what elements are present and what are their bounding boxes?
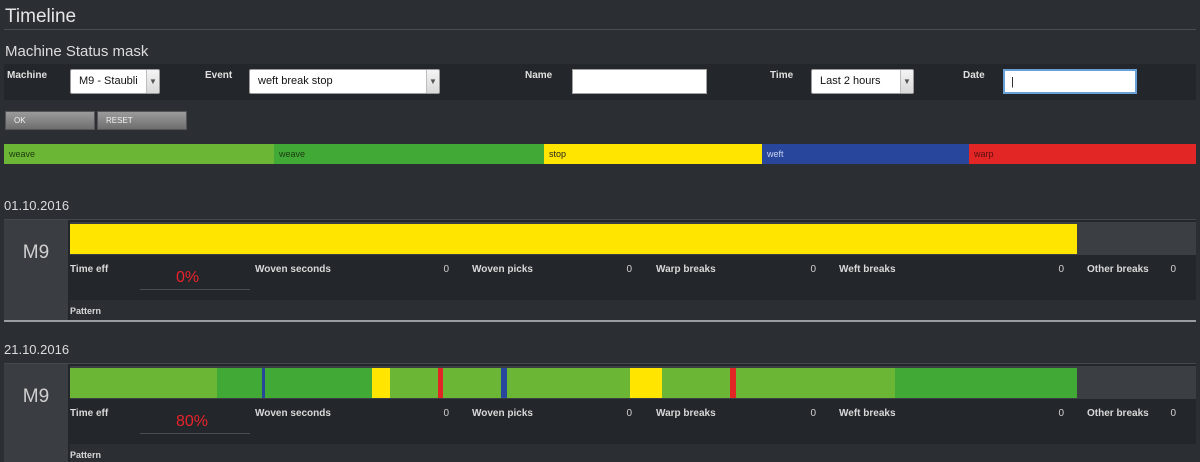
machine-day-block: M9 Time eff 80% Woven seconds 0 Woven pi… xyxy=(4,364,1196,462)
date-input[interactable] xyxy=(1003,69,1137,94)
timeline-segment-weave[interactable] xyxy=(70,368,218,398)
warp-breaks-label: Warp breaks xyxy=(656,408,716,419)
woven-seconds-label: Woven seconds xyxy=(255,408,331,419)
warp-breaks-value: 0 xyxy=(810,264,816,275)
warp-breaks-label: Warp breaks xyxy=(656,264,716,275)
woven-seconds-label: Woven seconds xyxy=(255,264,331,275)
status-legend: weave weave stop weft warp xyxy=(4,144,1196,164)
timeline-segment-weave2[interactable] xyxy=(894,368,1077,398)
woven-picks-value: 0 xyxy=(626,264,632,275)
machine-select[interactable]: M9 - Staubli ▼ xyxy=(70,69,160,94)
timeline-segment-weave[interactable] xyxy=(662,368,730,398)
legend-item-weave: weave xyxy=(274,144,544,164)
page-title: Timeline xyxy=(5,6,77,27)
date-divider xyxy=(4,363,1196,364)
other-breaks-label: Other breaks xyxy=(1087,264,1149,275)
title-divider xyxy=(4,29,1196,30)
timeline-segment-warp[interactable] xyxy=(729,368,736,398)
chevron-down-icon[interactable]: ▼ xyxy=(426,70,439,93)
time-label: Time xyxy=(770,70,794,81)
time-eff-label: Time eff xyxy=(70,264,109,275)
pattern-label: Pattern xyxy=(70,450,102,460)
timeline-segment-weave2[interactable] xyxy=(217,368,263,398)
woven-picks-label: Woven picks xyxy=(472,408,533,419)
date-label: Date xyxy=(963,70,985,81)
timeline-segment-weft[interactable] xyxy=(262,368,266,398)
machine-name: M9 xyxy=(4,220,68,320)
woven-picks-label: Woven picks xyxy=(472,264,533,275)
timeline-segment-stop[interactable] xyxy=(70,224,1077,254)
pattern-row xyxy=(70,444,1196,462)
weft-breaks-label: Weft breaks xyxy=(839,408,896,419)
time-eff-value: 80% xyxy=(176,413,209,430)
machine-name: M9 xyxy=(4,364,68,462)
date-divider xyxy=(4,219,1196,220)
woven-seconds-value: 0 xyxy=(443,264,449,275)
machine-select-value: M9 - Staubli xyxy=(79,75,138,87)
other-breaks-value: 0 xyxy=(1170,264,1176,275)
machine-day-block: M9 Time eff 0% Woven seconds 0 Woven pic… xyxy=(4,220,1196,320)
event-select[interactable]: weft break stop ▼ xyxy=(249,69,440,94)
timeline-segment-weave[interactable] xyxy=(507,368,630,398)
pattern-row xyxy=(70,300,1196,320)
timeline-segment-warp[interactable] xyxy=(437,368,443,398)
date-heading: 01.10.2016 xyxy=(4,198,70,213)
timeline-segment-weft[interactable] xyxy=(500,368,508,398)
ok-button[interactable]: OK xyxy=(5,111,95,130)
time-select[interactable]: Last 2 hours ▼ xyxy=(811,69,914,94)
chevron-down-icon[interactable]: ▼ xyxy=(146,70,159,93)
timeline-segment-stop[interactable] xyxy=(372,368,391,398)
timeline-segment-weave2[interactable] xyxy=(265,368,373,398)
weft-breaks-value: 0 xyxy=(1058,408,1064,419)
event-select-value: weft break stop xyxy=(258,75,333,87)
date-heading: 21.10.2016 xyxy=(4,342,70,357)
timeline-segment-weave[interactable] xyxy=(390,368,438,398)
legend-item-weft: weft xyxy=(762,144,969,164)
legend-item-weave: weave xyxy=(4,144,274,164)
legend-item-stop: stop xyxy=(544,144,762,164)
timeline-segment-stop[interactable] xyxy=(629,368,663,398)
section-separator xyxy=(4,320,1196,322)
machine-label: Machine xyxy=(7,70,48,81)
woven-picks-value: 0 xyxy=(626,408,632,419)
other-breaks-label: Other breaks xyxy=(1087,408,1149,419)
pattern-label: Pattern xyxy=(70,306,102,316)
eff-underline xyxy=(140,289,250,290)
timeline-segment-weave[interactable] xyxy=(735,368,895,398)
chevron-down-icon[interactable]: ▼ xyxy=(900,70,913,93)
reset-button[interactable]: RESET xyxy=(97,111,187,130)
weft-breaks-value: 0 xyxy=(1058,264,1064,275)
name-label: Name xyxy=(525,70,553,81)
warp-breaks-value: 0 xyxy=(810,408,816,419)
weft-breaks-label: Weft breaks xyxy=(839,264,896,275)
time-eff-label: Time eff xyxy=(70,408,109,419)
timeline-segment-weave[interactable] xyxy=(442,368,501,398)
name-input[interactable] xyxy=(572,69,707,94)
timeline-bar[interactable] xyxy=(70,224,1077,254)
other-breaks-value: 0 xyxy=(1170,408,1176,419)
legend-item-warp: warp xyxy=(969,144,1196,164)
event-label: Event xyxy=(205,70,233,81)
time-eff-value: 0% xyxy=(176,269,200,286)
woven-seconds-value: 0 xyxy=(443,408,449,419)
timeline-bar[interactable] xyxy=(70,368,1077,398)
section-subtitle: Machine Status mask xyxy=(5,43,149,60)
time-select-value: Last 2 hours xyxy=(820,75,881,87)
eff-underline xyxy=(140,433,250,434)
